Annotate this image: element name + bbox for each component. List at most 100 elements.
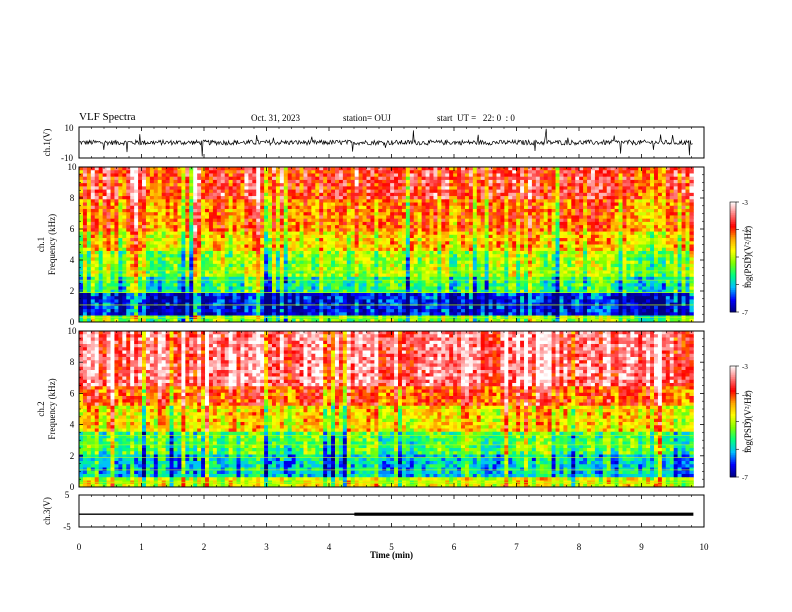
spectrogram-cell [689,183,694,187]
spectrogram-cell [145,173,151,178]
spectrogram-cell [480,202,486,207]
spectrogram-cell [327,215,332,220]
spectrogram-cell [283,257,289,262]
spectrogram-cell [681,199,686,203]
spectrogram-cell [508,189,513,194]
spectrogram-cell [126,205,131,210]
spectrogram-cell [437,241,442,245]
spectrogram-cell [264,173,269,178]
spectrogram-cell [579,231,584,236]
spectrogram-cell [331,244,336,249]
spectrogram-cell [189,267,194,271]
spectrogram-cell [142,244,147,249]
spectrogram-cell [449,196,454,200]
spectrogram-cell [689,189,694,194]
spectrogram-cell [602,170,608,174]
spectrogram-cell [398,170,403,174]
spectrogram-cell [346,254,352,258]
spectrogram-cell [504,257,509,262]
spectrogram-cell [102,215,107,220]
spectrogram-cell [527,238,533,242]
spectrogram-cell [90,196,96,200]
spectrogram-cell [520,205,525,210]
spectrogram-cell [488,170,493,174]
spectrogram-cell [232,215,237,220]
spectrogram-cell [524,218,529,223]
spectrogram-cell [354,247,360,252]
spectrogram-cell [464,228,470,232]
spectrogram-cell [236,179,241,184]
spectrogram-cell [398,244,403,249]
spectrogram-cell [244,247,249,252]
spectrogram-cell [433,186,438,191]
spectrogram-cell [417,241,423,245]
spectrogram-cell [169,189,174,194]
spectrogram-cell [661,241,667,245]
spectrogram-cell [271,167,277,171]
spectrogram-cell [673,202,679,207]
spectrogram-cell [346,260,352,265]
spectrogram-cell [283,176,289,181]
spectrogram-cell [457,205,462,210]
spectrogram-cell [638,179,643,184]
spectrogram-cell [82,170,88,174]
spectrogram-cell [516,202,521,207]
spectrogram-cell [421,260,426,265]
spectrogram-cell [110,231,115,236]
spectrogram-cell [677,247,682,252]
spectrogram-cell [169,250,174,255]
spectrogram-cell [212,202,218,207]
spectrogram-cell [531,263,537,268]
spectrogram-cell [153,176,159,181]
spectrogram-cell [602,192,608,197]
spectrogram-cell [606,260,612,265]
spectrogram-cell [449,221,454,226]
spectrogram-cell [142,215,147,220]
spectrogram-cell [527,254,533,258]
spectrogram-cell [492,176,497,181]
spectrogram-cell [512,225,517,229]
spectrogram-cell [555,221,560,226]
spectrogram-cell [555,263,560,268]
spectrogram-cell [342,257,348,262]
spectrogram-cell [201,257,206,262]
spectrogram-cell [208,199,214,203]
spectrogram-cell [409,215,415,220]
spectrogram-cell [401,241,407,245]
spectrogram-cell [142,250,147,255]
spectrogram-cell [374,250,379,255]
spectrogram-cell [516,212,521,216]
spectrogram-cell [323,196,328,200]
spectrogram-cell [102,173,107,178]
spectrogram-cell [279,208,285,213]
spectrogram-cell [157,254,163,258]
spectrogram-cell [334,250,340,255]
spectrogram-cell [681,263,686,268]
spectrogram-cell [358,199,363,203]
spectrogram-cell [677,170,682,174]
spectrogram-cell [342,167,348,171]
spectrogram-cell [685,176,690,181]
spectrogram-cell [535,231,541,236]
spectrogram-cell [283,208,289,213]
spectrogram-cell [646,192,651,197]
spectrogram-cell [122,192,127,197]
spectrogram-cell [323,257,328,262]
spectrogram-cell [169,208,174,213]
spectrogram-cell [689,241,694,245]
spectrogram-cell [252,231,257,236]
spectrogram-cell [638,263,643,268]
spectrogram-cell [350,263,356,268]
spectrogram-cell [531,254,537,258]
spectrogram-cell [484,215,489,220]
spectrogram-cell [102,186,107,191]
spectrogram-cell [126,176,131,181]
spectrogram-cell [583,260,588,265]
spectrogram-cell [618,192,623,197]
spectrogram-cell [161,263,167,268]
spectrogram-cell [350,218,356,223]
spectrogram-cell [642,173,647,178]
spectrogram-cell [665,241,671,245]
spectrogram-cell [236,225,241,229]
spectrogram-cell [504,189,509,194]
